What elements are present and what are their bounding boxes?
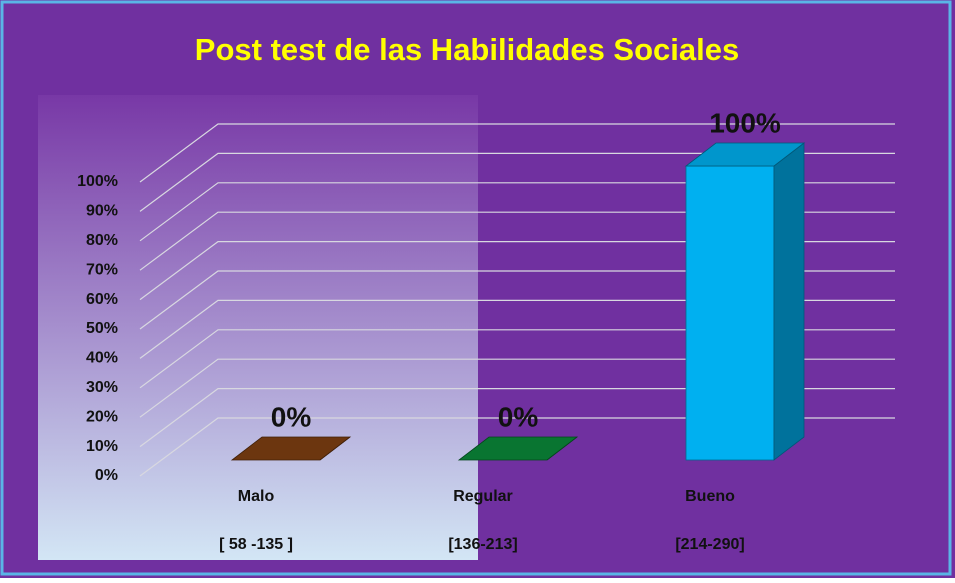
x-tick-label: Bueno — [685, 488, 735, 505]
x-range-label: [214-290] — [675, 536, 744, 553]
y-tick-label: 50% — [86, 320, 118, 337]
grid-line — [139, 358, 895, 418]
y-tick-label: 20% — [86, 408, 118, 425]
chart-title: Post test de las Habilidades Sociales — [195, 32, 739, 67]
grid-line — [139, 123, 895, 183]
grid-line — [139, 152, 895, 212]
y-tick-label: 60% — [86, 291, 118, 308]
grid-line — [139, 299, 895, 359]
y-tick-label: 10% — [86, 438, 118, 455]
x-range-label: [136-213] — [448, 536, 517, 553]
y-tick-label: 30% — [86, 379, 118, 396]
grid-line — [139, 388, 895, 448]
bar-side — [773, 142, 805, 461]
x-range-label: [ 58 -135 ] — [219, 536, 293, 553]
grid-line — [139, 182, 895, 242]
grid-line — [139, 270, 895, 330]
y-tick-label: 80% — [86, 232, 118, 249]
value-label: 100% — [709, 107, 781, 138]
y-tick-label: 40% — [86, 350, 118, 367]
plot-panel — [38, 95, 478, 560]
grid-line — [139, 211, 895, 271]
y-tick-label: 70% — [86, 261, 118, 278]
x-tick-label: Regular — [453, 488, 513, 505]
y-tick-label: 0% — [95, 467, 118, 484]
y-tick-label: 90% — [86, 203, 118, 220]
bar-top — [684, 142, 806, 167]
value-label: 0% — [498, 401, 539, 432]
x-tick-label: Malo — [238, 488, 275, 505]
bar-top — [457, 436, 579, 461]
grid-line — [139, 241, 895, 301]
grid-line — [139, 417, 895, 477]
value-label: 0% — [271, 401, 312, 432]
bar-top — [230, 436, 352, 461]
grid-line — [139, 329, 895, 389]
bar-front — [685, 165, 775, 461]
y-tick-label: 100% — [77, 173, 118, 190]
